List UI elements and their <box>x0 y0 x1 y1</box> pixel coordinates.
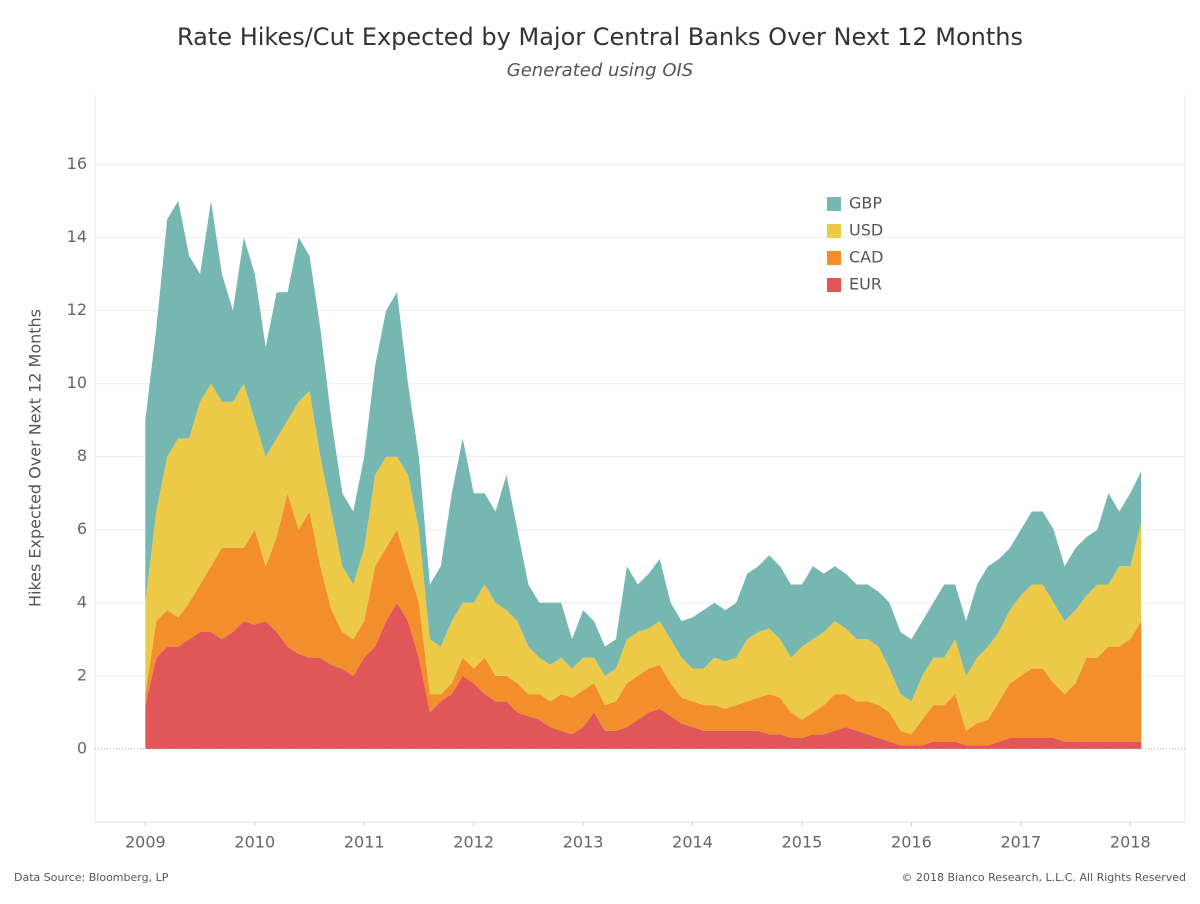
y-tick-label: 16 <box>67 154 87 173</box>
legend-swatch <box>827 224 841 238</box>
x-tick-label: 2011 <box>344 833 385 852</box>
x-tick-label: 2014 <box>672 833 713 852</box>
x-tick-label: 2012 <box>453 833 494 852</box>
x-tick-label: 2013 <box>563 833 604 852</box>
y-tick-label: 14 <box>67 227 87 246</box>
source-note: Data Source: Bloomberg, LP <box>14 871 169 884</box>
legend-label: CAD <box>849 248 883 267</box>
legend-label: EUR <box>849 275 882 294</box>
chart-subtitle: Generated using OIS <box>507 60 693 81</box>
y-tick-label: 2 <box>77 665 87 684</box>
x-tick-label: 2017 <box>1000 833 1041 852</box>
area <box>145 200 1142 702</box>
y-tick-label: 0 <box>77 738 87 757</box>
chart-title: Rate Hikes/Cut Expected by Major Central… <box>177 23 1023 51</box>
legend-swatch <box>827 251 841 265</box>
x-tick-label: 2010 <box>234 833 275 852</box>
x-tick-label: 2016 <box>891 833 932 852</box>
y-tick-label: 10 <box>67 373 87 392</box>
area <box>145 602 1142 749</box>
x-tick-label: 2009 <box>125 833 166 852</box>
legend-label: USD <box>849 221 883 240</box>
x-tick-label: 2015 <box>782 833 823 852</box>
legend-label: GBP <box>849 194 882 213</box>
y-tick-label: 8 <box>77 446 87 465</box>
area <box>145 493 1142 746</box>
y-axis-label: Hikes Expected Over Next 12 Months <box>26 309 45 607</box>
y-tick-label: 4 <box>77 592 87 611</box>
y-tick-label: 12 <box>67 300 87 319</box>
legend-swatch <box>827 197 841 211</box>
area <box>145 383 1142 735</box>
legend-swatch <box>827 278 841 292</box>
y-tick-label: 6 <box>77 519 87 538</box>
copyright-note: © 2018 Bianco Research, L.L.C. All Right… <box>902 871 1186 884</box>
x-tick-label: 2018 <box>1110 833 1151 852</box>
